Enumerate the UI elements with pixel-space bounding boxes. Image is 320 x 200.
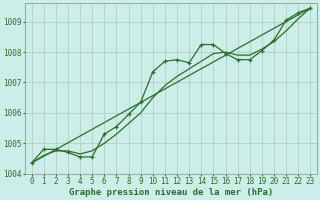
X-axis label: Graphe pression niveau de la mer (hPa): Graphe pression niveau de la mer (hPa) (69, 188, 273, 197)
